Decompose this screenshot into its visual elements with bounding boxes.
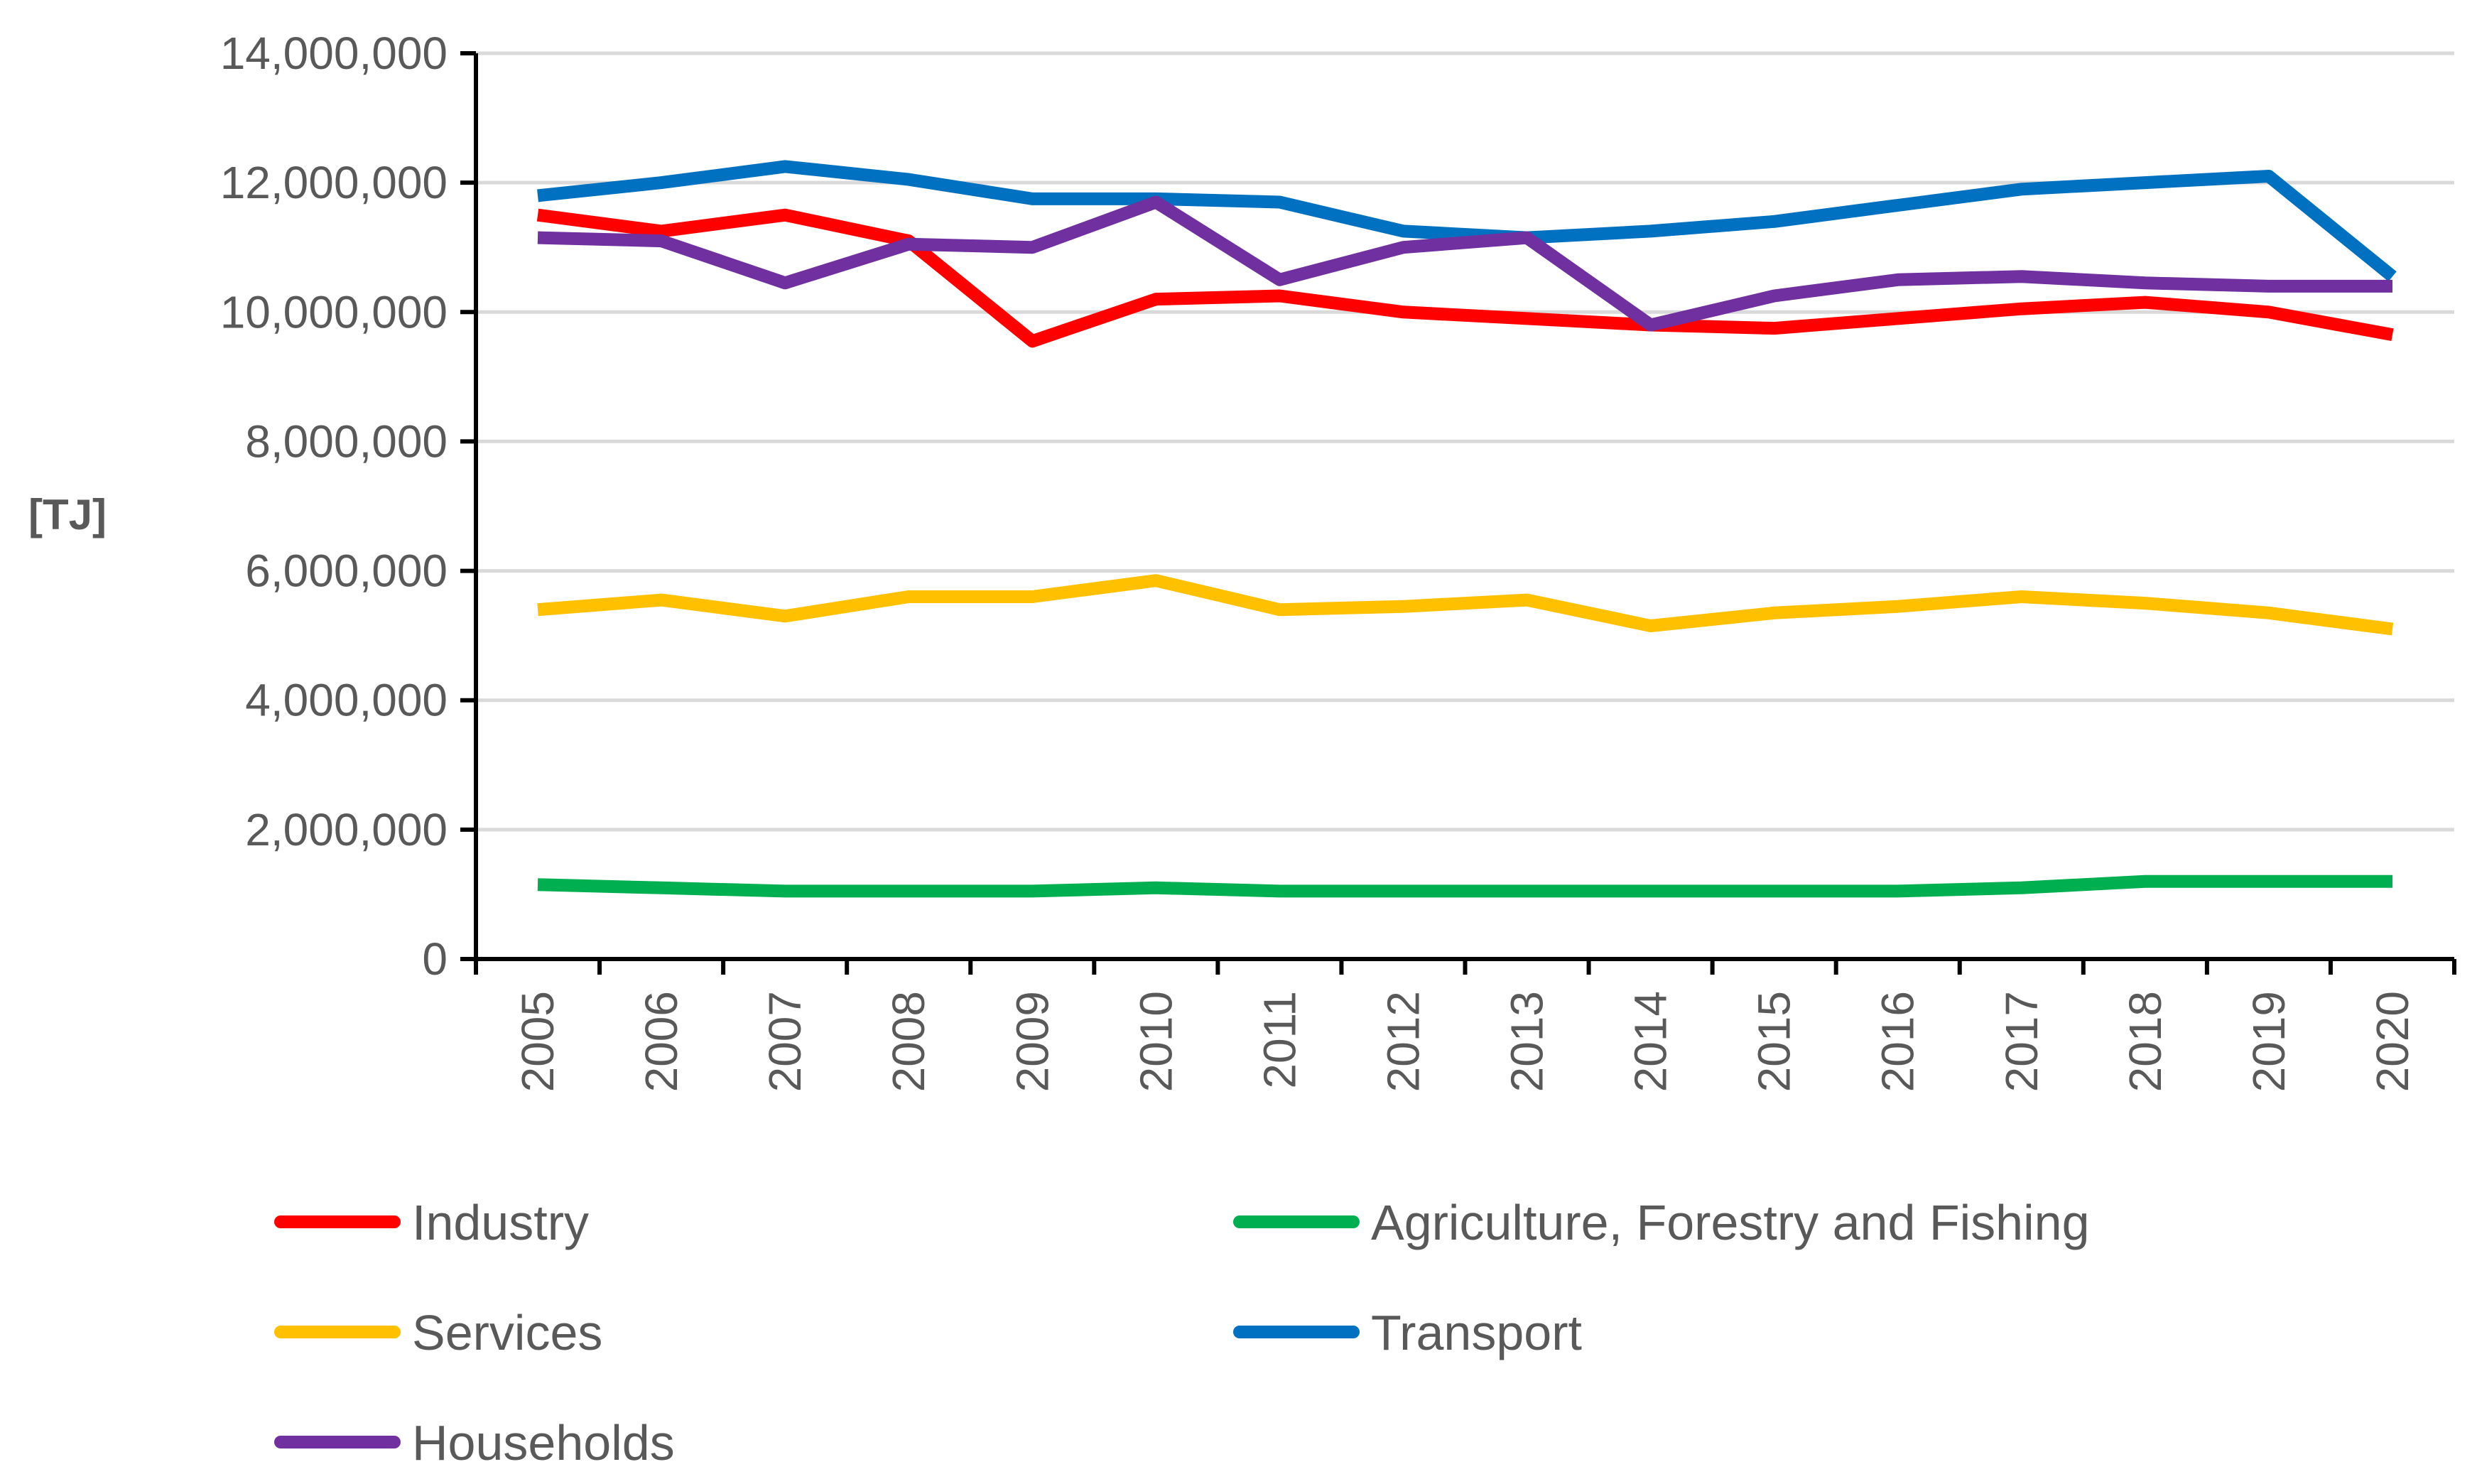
x-tick-label: 2020 — [2367, 991, 2418, 1092]
y-tick-label: 10,000,000 — [220, 286, 448, 337]
series-lines — [536, 160, 2397, 898]
series-line-transport — [537, 160, 2397, 282]
x-tick-label: 2012 — [1377, 991, 1429, 1092]
legend-item: Households — [274, 1415, 675, 1471]
y-tick-labels: 0 2,000,000 4,000,000 6,000,000 8,000,000 10,… — [220, 28, 448, 985]
legend-label: Agriculture, Forestry and Fishing — [1371, 1195, 2090, 1250]
x-tick-label: 2007 — [759, 991, 811, 1092]
y-tick-label: 6,000,000 — [245, 546, 448, 597]
x-tick-labels: 2005 2006 2007 2008 2009 2010 2011 2012 2013 2014… — [474, 959, 2456, 1092]
x-tick-label: 2016 — [1872, 991, 1924, 1092]
x-tick-label: 2015 — [1749, 991, 1800, 1092]
series-line-industry — [536, 208, 2394, 348]
x-tick-label: 2010 — [1130, 991, 1181, 1092]
x-tick-label: 2006 — [636, 991, 687, 1092]
series-line-households — [537, 195, 2392, 332]
legend-label: Households — [412, 1415, 675, 1471]
y-tick-label: 12,000,000 — [220, 157, 448, 208]
y-tick-label: 4,000,000 — [245, 675, 448, 726]
legend-item: Industry — [274, 1195, 589, 1250]
y-tick-label: 2,000,000 — [245, 804, 448, 855]
y-tick-label: 14,000,000 — [220, 28, 448, 79]
y-tick-label: 8,000,000 — [245, 416, 448, 467]
x-tick-label: 2008 — [883, 991, 934, 1092]
legend-item: Transport — [1233, 1305, 1582, 1360]
legend-label: Transport — [1371, 1305, 1582, 1360]
legend: Industry Agriculture, Forestry and Fishin… — [274, 1195, 2090, 1471]
legend-label: Services — [412, 1305, 602, 1360]
x-tick-label: 2014 — [1625, 991, 1676, 1092]
x-tick-label: 2005 — [512, 991, 563, 1092]
series-line-services — [537, 574, 2394, 636]
legend-label: Industry — [412, 1195, 589, 1250]
x-tick-label: 2013 — [1502, 991, 1553, 1092]
x-tick-label: 2017 — [1996, 991, 2047, 1092]
axes — [474, 53, 2454, 961]
y-tick-label: 0 — [422, 933, 448, 985]
legend-item: Agriculture, Forestry and Fishing — [1233, 1195, 2090, 1250]
legend-item: Services — [274, 1305, 602, 1360]
x-tick-label: 2011 — [1254, 991, 1305, 1089]
x-tick-label: 2009 — [1007, 991, 1058, 1092]
series-line-agriculture-forestry-and-fishing — [537, 874, 2392, 898]
x-tick-label: 2019 — [2243, 991, 2294, 1092]
gridlines — [460, 51, 2454, 961]
y-axis-label: [TJ] — [28, 491, 107, 538]
x-tick-label: 2018 — [2120, 991, 2171, 1092]
